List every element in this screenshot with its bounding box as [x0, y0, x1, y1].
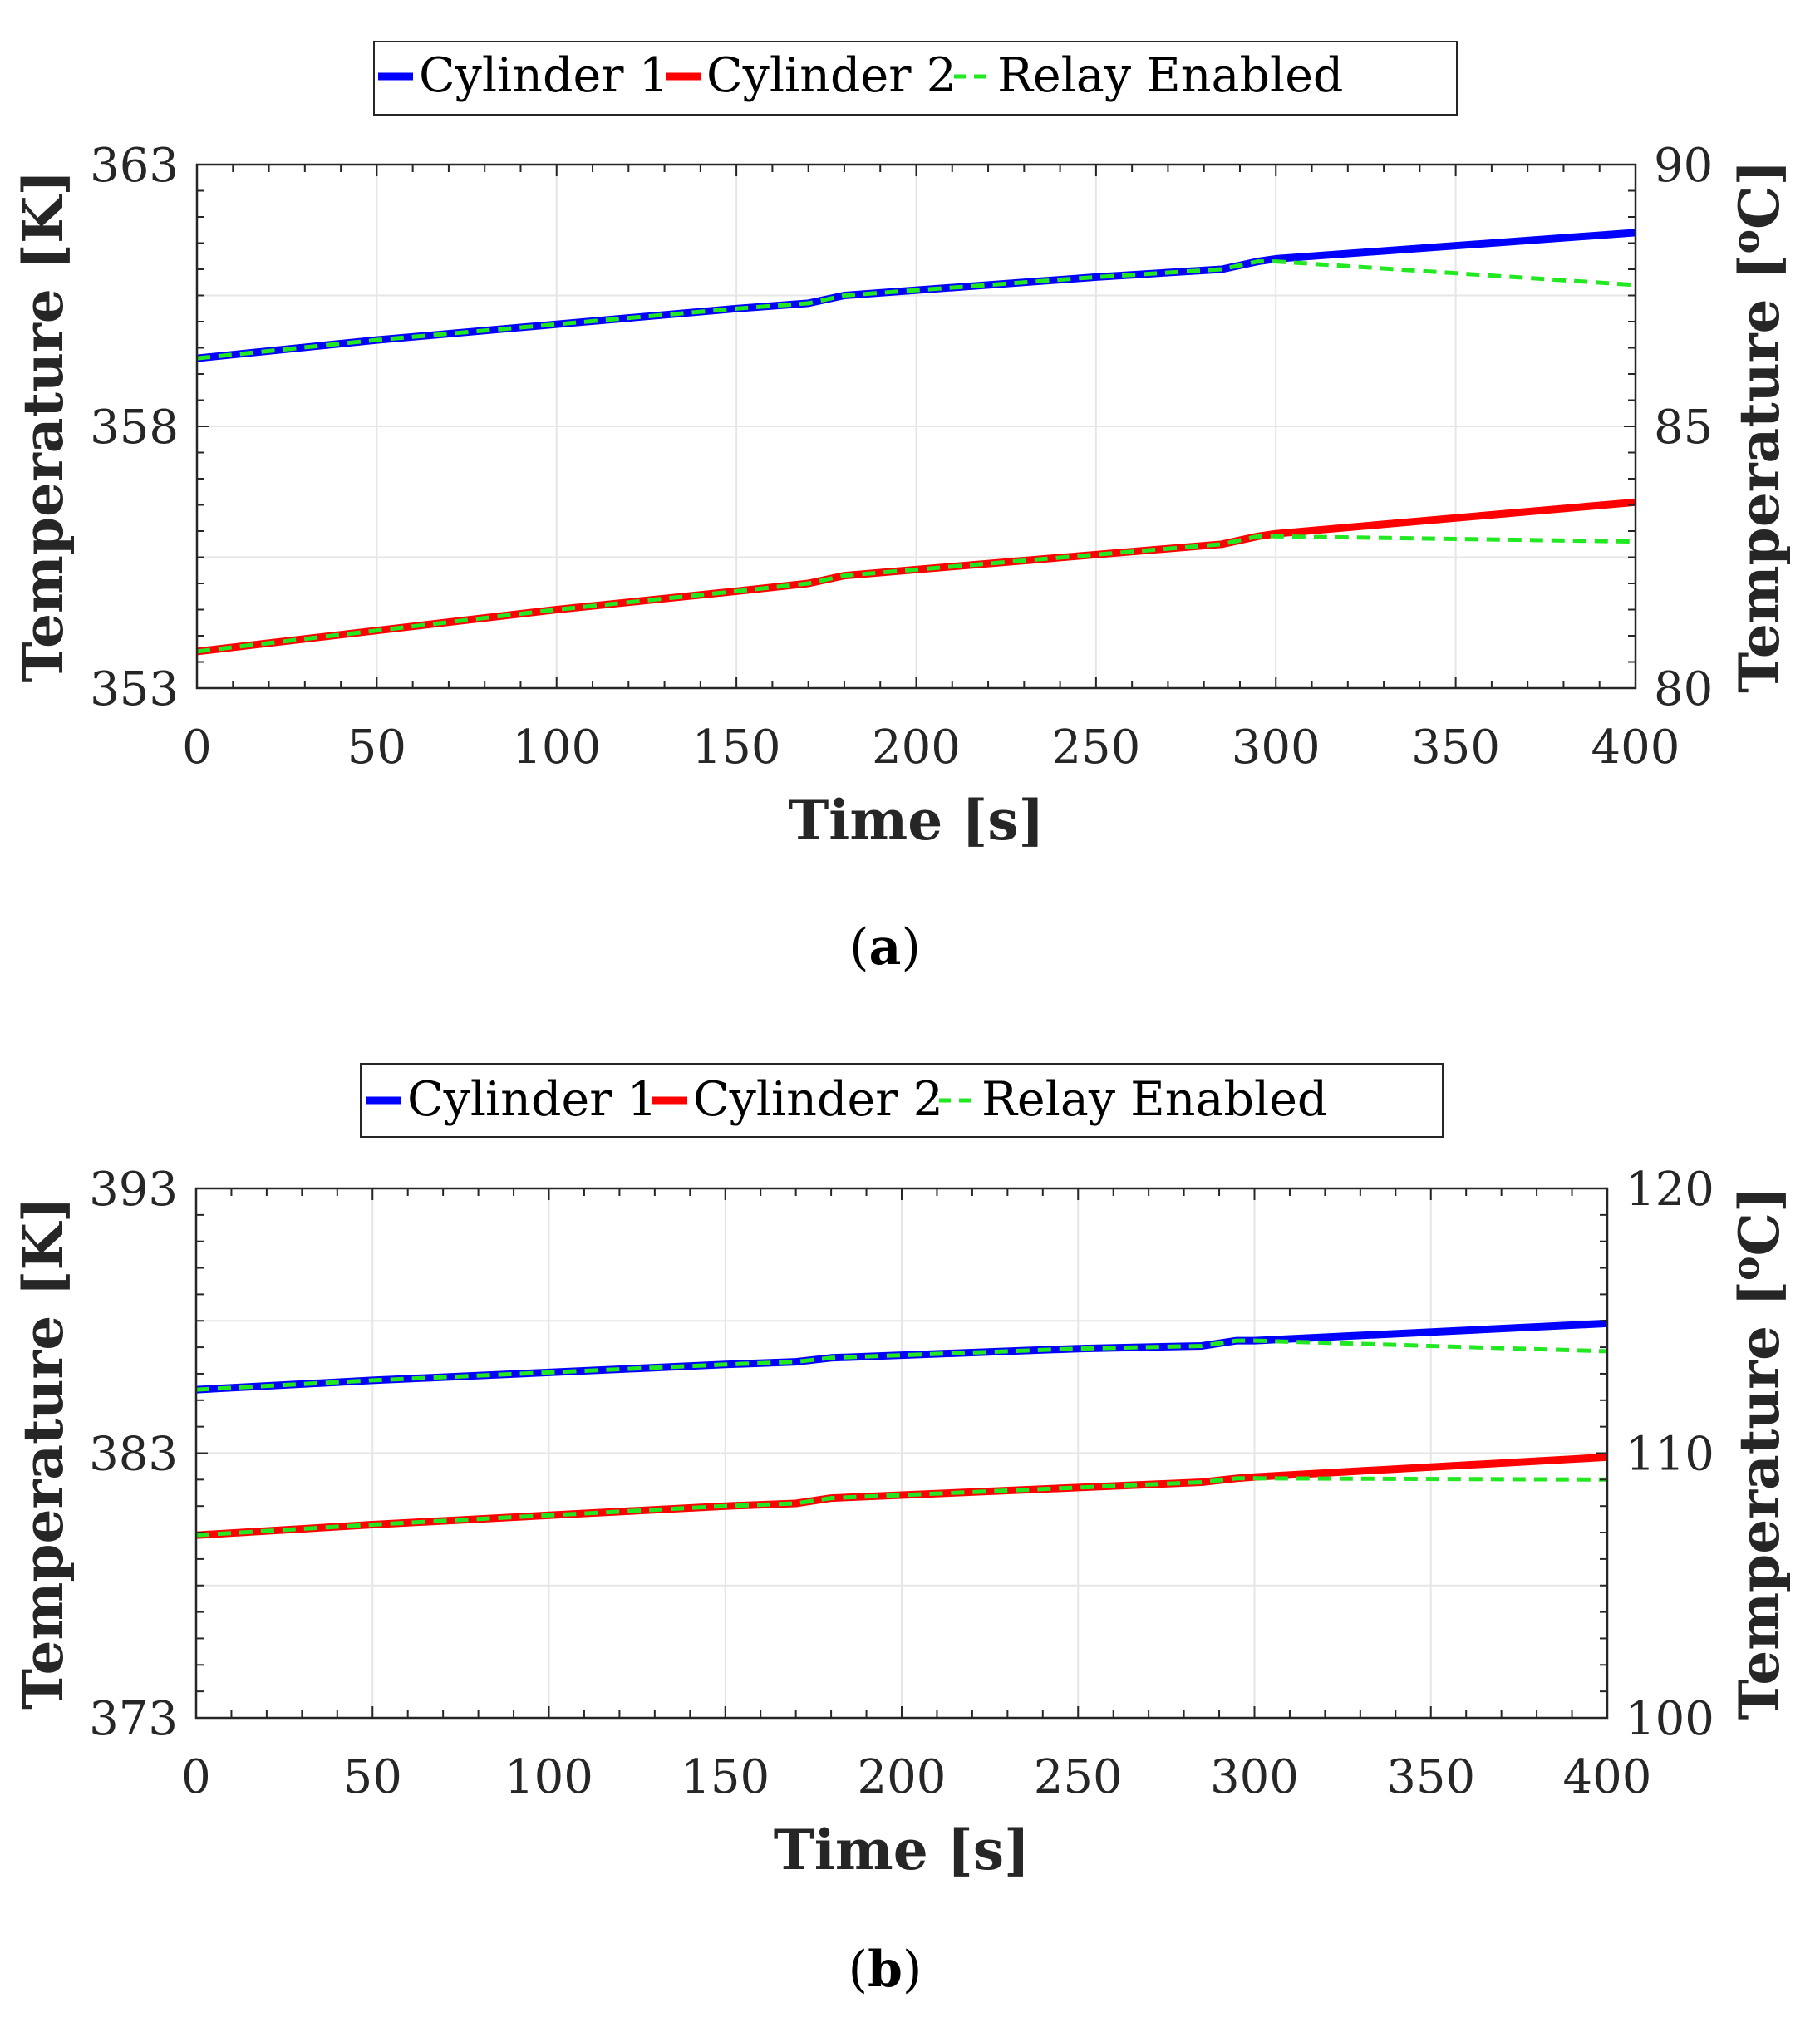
x-tick-label: 300: [1232, 721, 1321, 775]
legend-label-cylinder-1: Cylinder 1: [407, 1072, 657, 1127]
legend-label-cylinder-2: Cylinder 2: [693, 1072, 943, 1127]
chart-b: 0 50 100 150 200 250 300 350 400 373 383 393 100 110 1…: [11, 1063, 1792, 1999]
y-tick-label-left: 373: [89, 1692, 178, 1746]
y-tick-label-left: 363: [90, 139, 179, 193]
x-tick-label: 300: [1210, 1750, 1299, 1804]
x-tick-label: 50: [347, 721, 406, 775]
x-tick-label: 400: [1591, 721, 1680, 775]
figure-a: 0 50 100 150 200 250 300 350 400 353 358 363 80 85 90 T…: [11, 41, 1792, 977]
x-tick-label: 400: [1563, 1750, 1652, 1804]
y-axis-title-right-degree: o: [1725, 1256, 1768, 1280]
x-tick-label: 100: [512, 721, 601, 775]
x-tick-label: 100: [504, 1750, 593, 1804]
legend-box: [373, 41, 1458, 116]
y-axis-title-right-prefix: Temperature [: [1727, 253, 1792, 692]
legend-label-relay-enabled: Relay Enabled: [997, 48, 1343, 103]
legend-label-relay-enabled: Relay Enabled: [981, 1072, 1327, 1127]
y-tick-label-left: 383: [89, 1428, 178, 1482]
x-tick-label: 250: [1034, 1750, 1123, 1804]
y-tick-label-right: 90: [1654, 139, 1713, 193]
legend-label-cylinder-2: Cylinder 2: [706, 48, 957, 103]
y-axis-title-right-suffix: C]: [1727, 1187, 1792, 1257]
x-tick-label: 250: [1051, 721, 1140, 775]
y-tick-label-right: 85: [1654, 401, 1713, 455]
caption-open: (: [849, 1941, 868, 1999]
minor-ticks: [195, 1188, 1608, 1719]
x-tick-label: 200: [858, 1750, 947, 1804]
y-axis-title-right-degree: o: [1725, 229, 1768, 253]
figure-caption: (b): [849, 1941, 922, 1999]
x-tick-label: 150: [681, 1750, 770, 1804]
y-axis-title-right-prefix: Temperature [: [1727, 1281, 1792, 1720]
figure-caption: (a): [849, 918, 921, 977]
x-tick-label: 150: [692, 721, 781, 775]
relay-enabled-line: [195, 1476, 1608, 1538]
caption-close: ): [903, 1941, 922, 1999]
x-tick-label: 200: [872, 721, 961, 775]
y-tick-label-left: 358: [90, 401, 179, 455]
relay-enabled-line: [196, 259, 1636, 361]
legend-box: [360, 1063, 1444, 1138]
y-tick-label-right: 120: [1626, 1163, 1714, 1217]
x-tick-label: 350: [1411, 721, 1500, 775]
y-tick-label-right: 80: [1654, 662, 1713, 716]
legend-label-cylinder-1: Cylinder 1: [419, 48, 669, 103]
x-tick-label: 0: [182, 721, 212, 775]
legend: Cylinder 1 Cylinder 2 Relay Enabled: [373, 41, 1458, 116]
y-axis-title-right: Temperature [oC]: [1725, 160, 1792, 693]
caption-letter: b: [868, 1941, 903, 1999]
y-tick-label-right: 100: [1626, 1692, 1714, 1746]
caption-open: (: [849, 918, 868, 977]
y-axis-title-left: Temperature [K]: [11, 1197, 76, 1710]
y-axis-title-right-suffix: C]: [1727, 160, 1792, 229]
relay-enabled-line: [196, 534, 1636, 654]
x-tick-label: 50: [343, 1750, 402, 1804]
x-axis-title: Time [s]: [788, 788, 1045, 853]
legend: Cylinder 1 Cylinder 2 Relay Enabled: [360, 1063, 1444, 1138]
series-group: [196, 229, 1636, 656]
y-tick-label-right: 110: [1626, 1428, 1714, 1482]
x-axis-title: Time [s]: [774, 1818, 1031, 1882]
caption-close: ): [901, 918, 920, 977]
y-axis-title-right: Temperature [oC]: [1725, 1187, 1792, 1720]
chart-a: 0 50 100 150 200 250 300 350 400353358363808590T…: [11, 41, 1792, 977]
relay-enabled-line: [195, 1338, 1608, 1392]
figure-b: 0 50 100 150 200 250 300 350 400 373 383 393 100 110 1…: [0, 1016, 1820, 2032]
caption-letter: a: [869, 918, 902, 977]
y-axis-title-left: Temperature [K]: [11, 170, 76, 682]
x-tick-label: 350: [1386, 1750, 1475, 1804]
series-group: [195, 1319, 1608, 1539]
y-tick-label-left: 353: [90, 662, 179, 716]
x-tick-label: 0: [181, 1750, 211, 1804]
minor-ticks: [196, 164, 1636, 689]
y-tick-label-left: 393: [89, 1163, 178, 1217]
